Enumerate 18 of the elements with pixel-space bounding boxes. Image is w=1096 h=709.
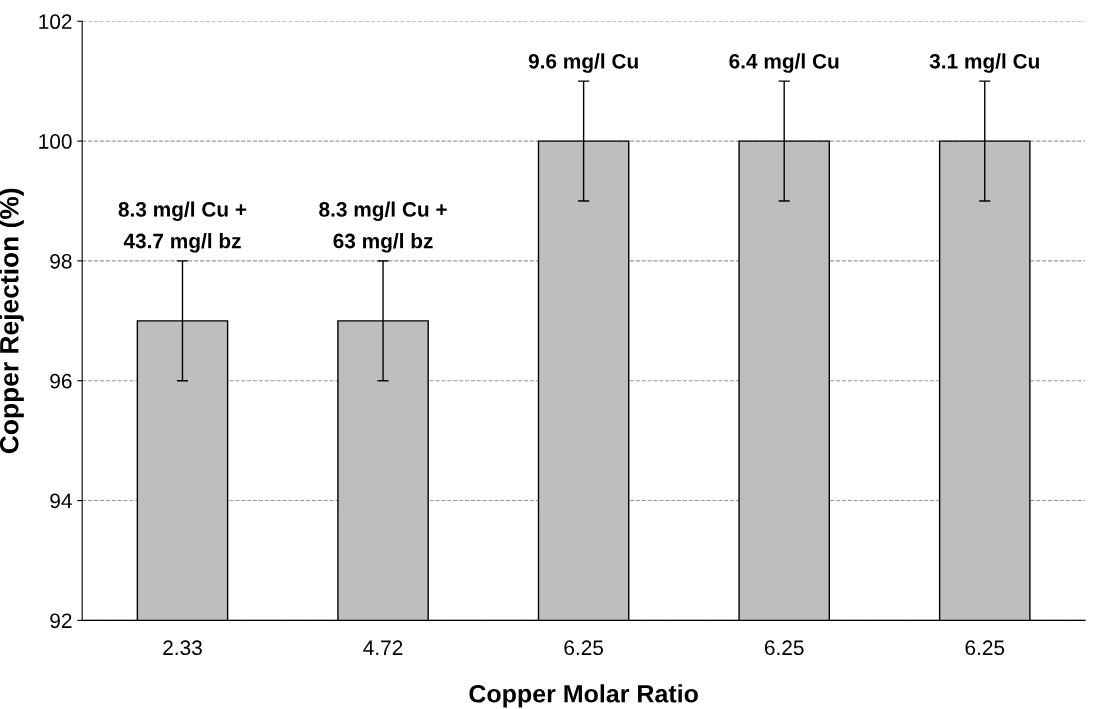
y-tick-label: 102 — [39, 14, 72, 30]
annotation: 8.3 mg/l Cu + 63 mg/l bz — [319, 201, 447, 253]
y-tick-label: 100 — [39, 134, 72, 149]
y-tick-label: 92 — [50, 613, 72, 629]
annotation: 9.6 mg/l Cu — [528, 53, 638, 73]
y-tick-label: 96 — [50, 373, 72, 389]
y-tick-label: 94 — [50, 493, 72, 509]
y-tick-label: 98 — [50, 253, 72, 269]
x-tick-label: 4.72 — [363, 640, 403, 655]
x-tick-label: 6.25 — [965, 640, 1005, 656]
annotation: 6.4 mg/l Cu — [729, 53, 839, 73]
x-tick-label: 6.25 — [564, 640, 604, 656]
x-tick-label: 6.25 — [764, 640, 804, 656]
x-tick-label: 2.33 — [163, 640, 202, 656]
annotation: 3.1 mg/l Cu — [929, 53, 1039, 73]
y-axis-title: Copper Rejection (%) — [0, 188, 24, 454]
annotation: 8.3 mg/l Cu + 43.7 mg/l bz — [118, 201, 247, 253]
x-axis-title: Copper Molar Ratio — [469, 684, 698, 708]
